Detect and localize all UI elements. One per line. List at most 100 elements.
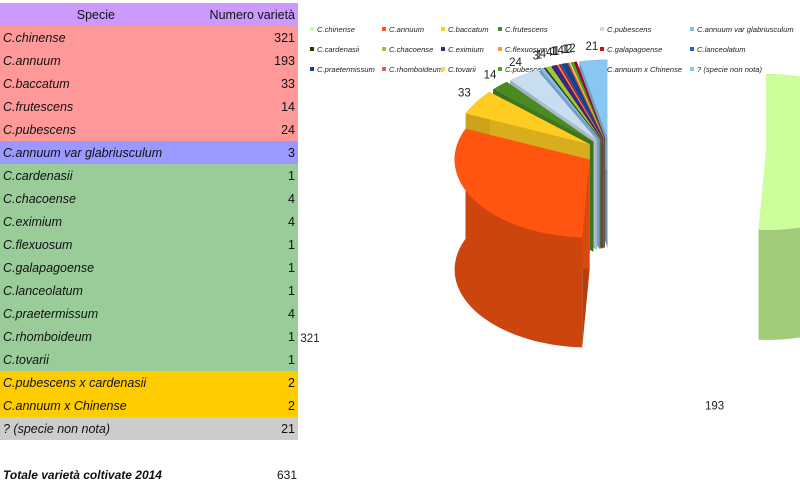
table-row: C.galapagoense 1 xyxy=(0,256,298,279)
variety-count: 193 xyxy=(274,53,295,68)
species-name: C.chacoense xyxy=(3,191,76,206)
species-name: C.tovarii xyxy=(3,352,49,367)
variety-count: 1 xyxy=(288,283,295,298)
slice-top xyxy=(545,66,601,139)
slice-top xyxy=(562,62,604,139)
chart-legend: C.chinense C.annuum C.baccatum C.frutescens… xyxy=(310,25,794,74)
variety-count: 1 xyxy=(288,329,295,344)
data-label: 1 xyxy=(562,44,568,56)
pie-slices xyxy=(454,59,800,348)
table-row: C.annuum x Chinense 2 xyxy=(0,394,298,417)
data-label: 4 xyxy=(546,47,553,59)
legend-swatch xyxy=(310,67,314,71)
header-count: Numero varietà xyxy=(209,7,295,22)
legend-label: C.baccatum xyxy=(448,25,489,34)
legend-swatch xyxy=(498,47,502,51)
total-label: Totale varietà coltivate 2014 xyxy=(3,468,162,482)
legend-label: C.chinense xyxy=(317,25,355,34)
legend-label: C.lanceolatum xyxy=(697,45,746,54)
species-name: C.annuum x Chinense xyxy=(3,398,127,413)
variety-count: 1 xyxy=(288,237,295,252)
legend-label: C.praetermissum xyxy=(317,65,375,74)
slice-top xyxy=(574,61,605,138)
legend-item: C.annuum var glabriusculum xyxy=(690,25,794,34)
legend-label: C.tovarii xyxy=(448,65,476,74)
slice-top xyxy=(544,67,601,139)
species-name: C.baccatum xyxy=(3,76,70,91)
species-table: Specie Numero varietà C.chinense 321 C.annuu… xyxy=(0,3,298,440)
data-label: 321 xyxy=(300,333,319,345)
variety-count: 1 xyxy=(288,352,295,367)
species-name: C.eximium xyxy=(3,214,63,229)
slice-wall xyxy=(454,128,583,348)
variety-count: 24 xyxy=(281,122,295,137)
species-name: C.annuum xyxy=(3,53,61,68)
table-row: C.praetermissum 4 xyxy=(0,302,298,325)
pie-slice xyxy=(454,128,590,348)
legend-swatch xyxy=(382,27,386,31)
data-label: 1 xyxy=(550,46,556,58)
legend-swatch xyxy=(441,47,445,51)
legend-swatch xyxy=(310,47,314,51)
legend-label: C.flexuosum xyxy=(505,45,547,54)
data-label: 1 xyxy=(563,44,569,56)
table-header: Specie Numero varietà xyxy=(0,3,298,26)
data-label: 3 xyxy=(533,50,539,62)
legend-label: C.rhomboideum xyxy=(389,65,443,74)
legend-item: C.chinense xyxy=(310,25,355,34)
slice-top xyxy=(493,81,594,142)
legend-swatch xyxy=(690,27,694,31)
species-name: C.cardenasii xyxy=(3,168,73,183)
slice-top xyxy=(510,69,597,140)
table-row: C.chinense 321 xyxy=(0,26,298,49)
data-label: 4 xyxy=(558,45,565,57)
slice-top xyxy=(558,64,603,139)
variety-count: 2 xyxy=(288,375,295,390)
legend-item: C.rhomboideum xyxy=(382,65,443,74)
legend-swatch xyxy=(382,47,386,51)
slice-top xyxy=(540,68,600,139)
table-row: C.baccatum 33 xyxy=(0,72,298,95)
table-row: C.pubescens x cardenasii 2 xyxy=(0,371,298,394)
variety-count: 14 xyxy=(281,99,295,114)
species-name: C.rhomboideum xyxy=(3,329,92,344)
table-row: C.pubescens 24 xyxy=(0,118,298,141)
table-row: C.chacoense 4 xyxy=(0,187,298,210)
data-label: 193 xyxy=(705,401,724,413)
species-name: C.praetermissum xyxy=(3,306,99,321)
table-row: C.cardenasii 1 xyxy=(0,164,298,187)
legend-item: C.annuum x Chinense xyxy=(600,65,682,74)
species-name: C.pubescens xyxy=(3,122,76,137)
species-name: C.chinense xyxy=(3,30,66,45)
data-label: 2 xyxy=(566,44,572,56)
species-name: C.annuum var glabriusculum xyxy=(3,145,163,160)
legend-swatch xyxy=(600,27,604,31)
legend-item: C.frutescens xyxy=(498,25,548,34)
variety-count: 4 xyxy=(288,214,295,229)
table-row: ? (specie non nota) 21 xyxy=(0,417,298,440)
variety-count: 1 xyxy=(288,260,295,275)
legend-swatch xyxy=(382,67,386,71)
legend-item: C.lanceolatum xyxy=(690,45,746,54)
data-label: 24 xyxy=(509,57,522,69)
legend-item: C.chacoense xyxy=(382,45,433,54)
slice-top xyxy=(569,62,604,139)
slice-top xyxy=(560,63,603,139)
data-label: 14 xyxy=(484,69,497,81)
legend-item: C.cardenasii xyxy=(310,45,360,54)
table-row: C.frutescens 14 xyxy=(0,95,298,118)
variety-count: 33 xyxy=(281,76,295,91)
species-name: ? (specie non nota) xyxy=(3,421,111,436)
legend-label: C.galapagoense xyxy=(607,45,662,54)
table-row: C.annuum var glabriusculum 3 xyxy=(0,141,298,164)
legend-item: C.baccatum xyxy=(441,25,489,34)
pie-slice xyxy=(758,74,800,340)
data-label: 1 xyxy=(536,50,542,62)
legend-swatch xyxy=(600,47,604,51)
legend-item: C.flexuosum xyxy=(498,45,547,54)
legend-label: C.chacoense xyxy=(389,45,433,54)
legend-item: C.pubescens xyxy=(600,25,652,34)
table-row: C.annuum 193 xyxy=(0,49,298,72)
data-label: 33 xyxy=(458,88,471,100)
pie-chart: C.chinense C.annuum C.baccatum C.frutescens… xyxy=(300,25,800,413)
